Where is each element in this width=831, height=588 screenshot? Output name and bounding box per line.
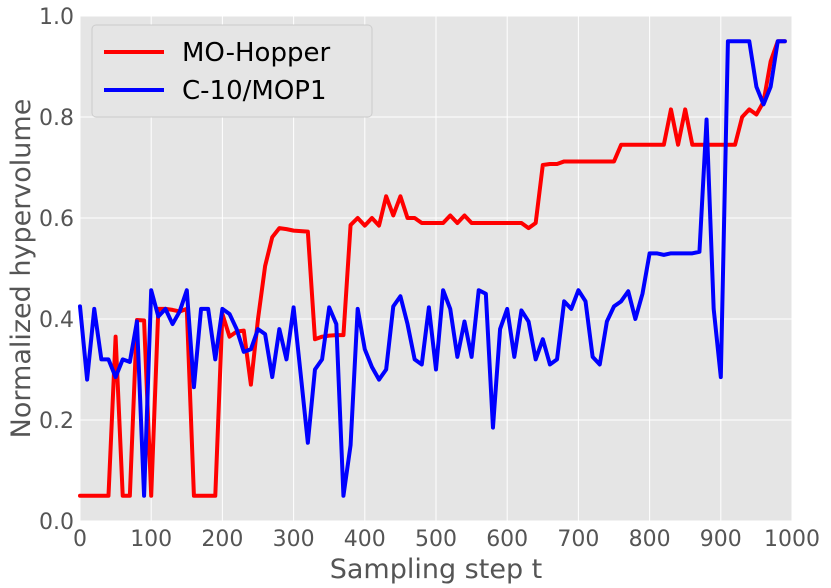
- x-tick-label: 0: [73, 527, 87, 552]
- x-axis-label: Sampling step t: [330, 554, 543, 585]
- y-tick-label: 1.0: [39, 5, 74, 30]
- series-layer: [78, 39, 787, 498]
- x-tick-label: 400: [344, 527, 386, 552]
- y-tick-label: 0.2: [39, 409, 74, 434]
- x-axis-ticks: 0 100 200 300 400 500 600 700 800 900 1000: [73, 527, 820, 552]
- y-tick-label: 0.8: [39, 106, 74, 131]
- x-tick-label: 1000: [764, 527, 820, 552]
- x-tick-label: 100: [130, 527, 172, 552]
- legend-label-mo-hopper: MO-Hopper: [182, 38, 330, 68]
- y-axis-label: Normalized hypervolume: [6, 99, 37, 439]
- x-tick-label: 300: [273, 527, 315, 552]
- x-tick-label: 200: [201, 527, 243, 552]
- y-tick-label: 0.4: [39, 308, 74, 333]
- y-tick-label: 0.0: [39, 510, 74, 535]
- x-tick-label: 600: [486, 527, 528, 552]
- x-tick-label: 800: [629, 527, 671, 552]
- y-tick-label: 0.6: [39, 207, 74, 232]
- series-line-c10-mop1: [78, 39, 787, 498]
- legend-label-c10-mop1: C-10/MOP1: [182, 76, 327, 106]
- x-tick-label: 500: [415, 527, 457, 552]
- x-tick-label: 900: [700, 527, 742, 552]
- y-axis-ticks: 0.0 0.2 0.4 0.6 0.8 1.0: [39, 5, 74, 535]
- legend-box: [91, 24, 373, 118]
- legend: MO-Hopper C-10/MOP1: [91, 24, 373, 118]
- x-tick-label: 700: [557, 527, 599, 552]
- series-line-mo-hopper: [78, 39, 787, 498]
